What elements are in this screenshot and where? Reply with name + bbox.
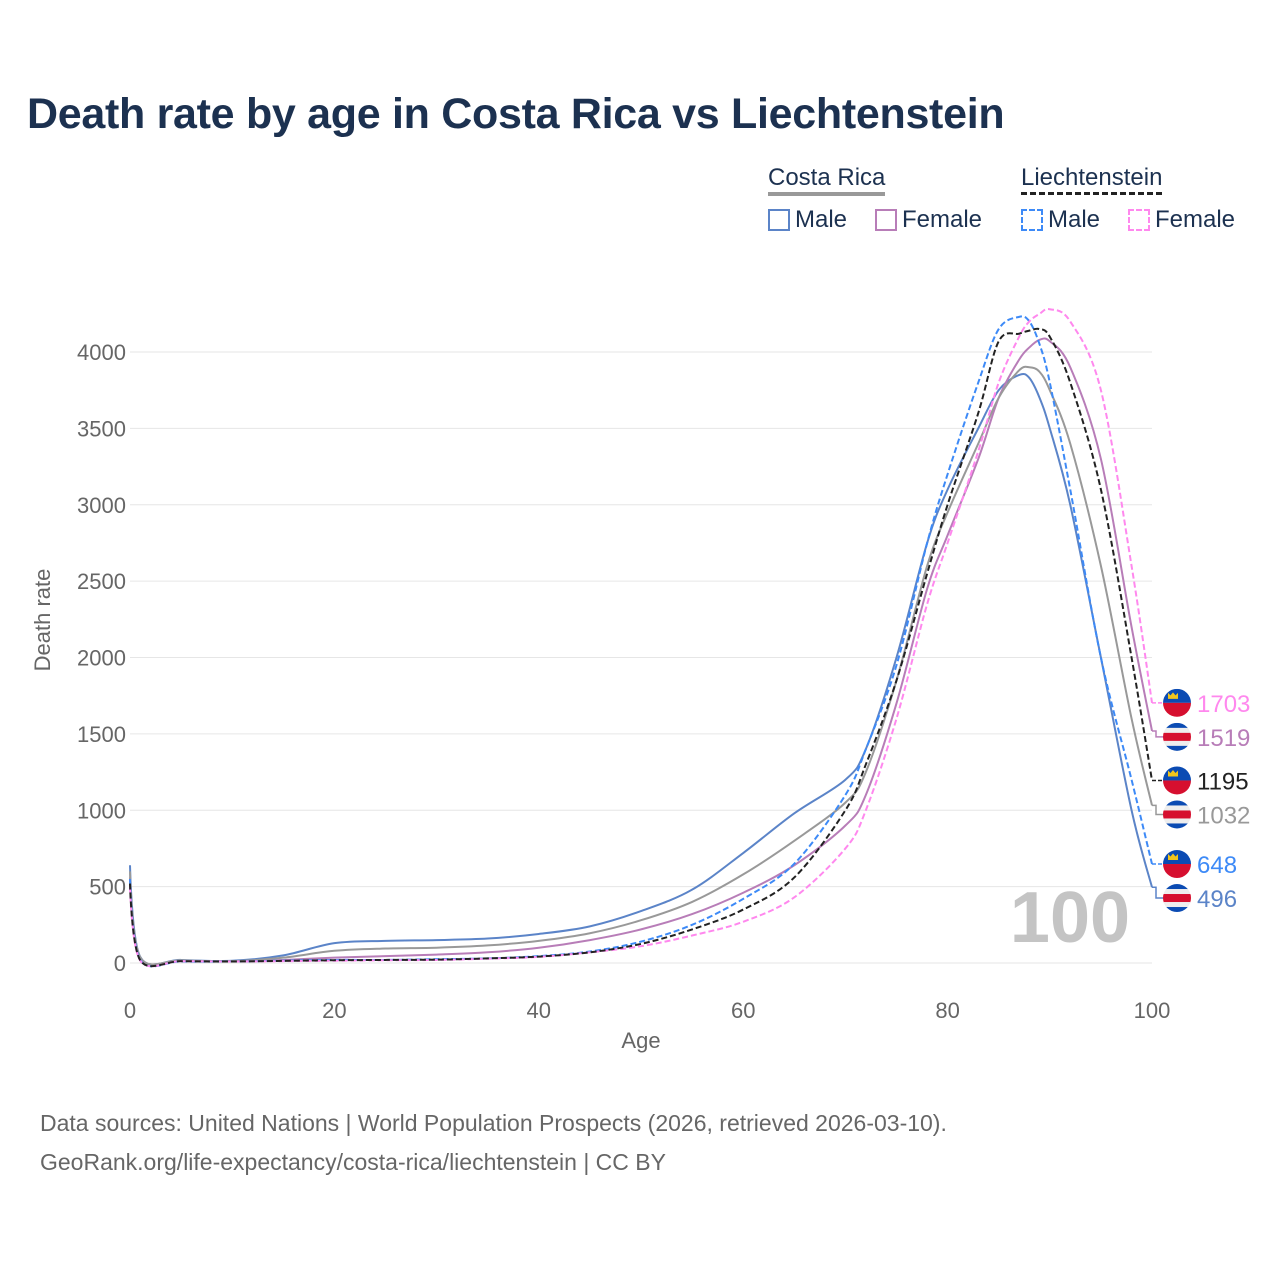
legend-group-liechtenstein: Liechtenstein — [1021, 164, 1163, 195]
crown-icon — [1168, 692, 1178, 699]
legend-label: Female — [1155, 206, 1236, 233]
flag-stripe — [1163, 740, 1191, 747]
flag-stripe — [1163, 800, 1191, 806]
legend-item-liechtenstein-male[interactable]: Male — [1021, 206, 1100, 234]
legend-label: Female — [902, 206, 983, 233]
flag-body — [1163, 722, 1191, 751]
flag-stripe — [1163, 722, 1191, 729]
end-label-connector — [1152, 886, 1165, 899]
x-tick-label: 100 — [1134, 998, 1171, 1023]
flag-stripe — [1163, 810, 1191, 819]
flag-stripe — [1163, 894, 1191, 903]
end-value-label: 1032 — [1197, 802, 1250, 829]
series-line-liechtenstein-total — [129, 327, 1153, 968]
crown-icon — [1168, 853, 1178, 861]
flag-stripe — [1163, 780, 1191, 795]
end-label-connector — [1152, 804, 1165, 816]
costa-rica-flag-icon — [1163, 884, 1191, 913]
flag-stripe — [1163, 889, 1191, 895]
crown-icon — [1168, 769, 1178, 777]
series-line-costa-rica-female — [129, 337, 1153, 966]
y-axis-label: Death rate — [30, 569, 55, 672]
legend-item-costa-rica-male[interactable]: Male — [768, 206, 847, 234]
end-label-connector — [1152, 730, 1165, 738]
x-tick-label: 0 — [124, 998, 136, 1023]
legend-label: Male — [795, 206, 848, 233]
liechtenstein-flag-icon — [1163, 688, 1191, 717]
end-value-label: 1519 — [1197, 725, 1250, 752]
legend-group-title: Costa Rica — [768, 164, 886, 196]
flag-stripe — [1163, 823, 1191, 829]
liechtenstein-flag-icon — [1163, 850, 1191, 879]
series-line-liechtenstein-male — [129, 315, 1153, 968]
legend-item-liechtenstein-female[interactable]: Female — [1128, 206, 1235, 234]
flag-body — [1163, 884, 1191, 913]
x-tick-label: 20 — [322, 998, 346, 1023]
legend-group-title: Liechtenstein — [1021, 164, 1163, 195]
legend-swatch — [1021, 209, 1043, 231]
flag-stripe — [1163, 805, 1191, 811]
end-value-label: 1195 — [1197, 768, 1249, 795]
y-tick-label: 2500 — [77, 569, 126, 594]
flag-body — [1163, 688, 1191, 717]
flag-stripe — [1163, 902, 1191, 908]
flag-stripe — [1163, 745, 1191, 751]
x-tick-label: 80 — [935, 998, 959, 1023]
chart-title: Death rate by age in Costa Rica vs Liech… — [27, 90, 1005, 138]
y-tick-label: 1000 — [77, 798, 126, 823]
legend-swatch — [875, 209, 897, 231]
costa-rica-flag-icon — [1163, 800, 1191, 829]
end-value-label: 1703 — [1197, 691, 1250, 718]
legend-swatch — [1128, 209, 1150, 231]
liechtenstein-flag-icon — [1163, 766, 1191, 795]
y-tick-label: 2000 — [77, 646, 126, 671]
flag-stripe — [1163, 727, 1191, 734]
x-tick-label: 60 — [731, 998, 755, 1023]
x-tick-label: 40 — [527, 998, 551, 1023]
end-value-label: 496 — [1197, 886, 1237, 913]
costa-rica-flag-icon — [1163, 722, 1191, 751]
y-tick-label: 0 — [114, 951, 126, 976]
flag-stripe — [1163, 907, 1191, 913]
series-line-liechtenstein-female — [129, 307, 1153, 968]
series-line-costa-rica-total — [129, 365, 1153, 966]
end-value-label: 648 — [1197, 852, 1237, 879]
source-line-1: Data sources: United Nations | World Pop… — [40, 1110, 947, 1136]
legend-item-costa-rica-female[interactable]: Female — [875, 206, 982, 234]
flag-stripe — [1163, 702, 1191, 717]
flag-body — [1163, 800, 1191, 829]
flag-stripe — [1163, 884, 1191, 890]
flag-stripe — [1163, 864, 1191, 879]
flag-stripe — [1163, 732, 1191, 742]
source-line-2[interactable]: GeoRank.org/life-expectancy/costa-rica/l… — [40, 1149, 666, 1175]
y-tick-label: 3500 — [77, 416, 126, 441]
flag-stripe — [1163, 818, 1191, 824]
y-tick-label: 3000 — [77, 493, 126, 518]
y-tick-label: 4000 — [77, 340, 126, 365]
legend-group-costa-rica: Costa Rica — [768, 164, 886, 196]
legend-swatch — [768, 209, 790, 231]
age-watermark: 100 — [1010, 878, 1130, 958]
flag-body — [1163, 766, 1191, 795]
y-tick-label: 500 — [89, 875, 126, 900]
flag-body — [1163, 850, 1191, 879]
x-axis-label: Age — [621, 1028, 660, 1053]
series-line-costa-rica-male — [129, 372, 1153, 966]
legend-label: Male — [1048, 206, 1101, 233]
y-tick-label: 1500 — [77, 722, 126, 747]
